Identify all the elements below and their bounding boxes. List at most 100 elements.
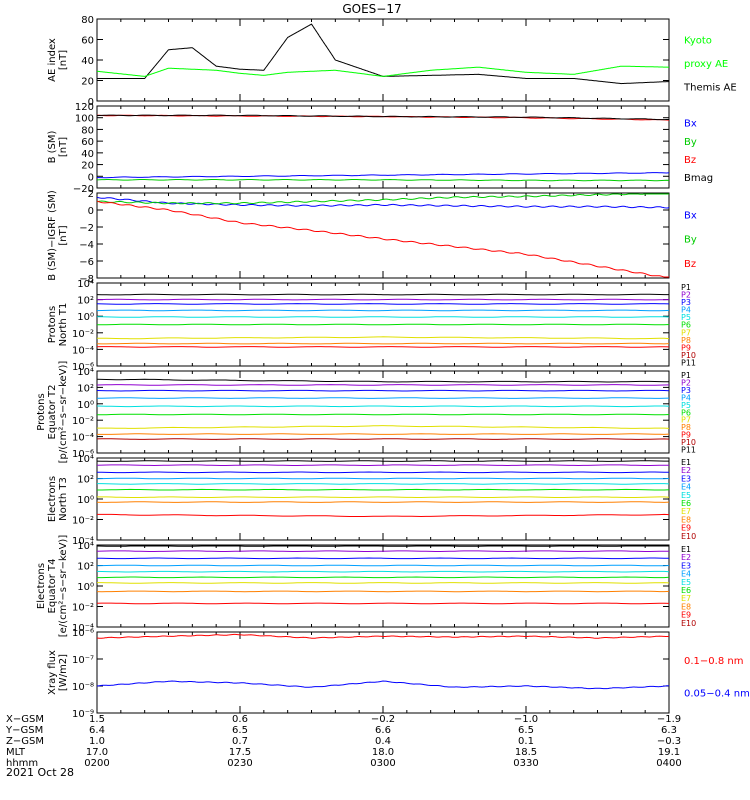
- ephemeris-value: −1.9: [657, 714, 681, 725]
- ephemeris-value: −0.3: [657, 736, 681, 747]
- ephemeris-value: 0330: [513, 758, 538, 769]
- channel-label: P8: [681, 336, 691, 345]
- channel-label: P8: [681, 423, 691, 432]
- y-tick-label: −20: [73, 184, 94, 195]
- y-tick-label: 10²: [77, 562, 94, 573]
- y-tick-label: 10⁰: [77, 582, 94, 593]
- channel-label: P10: [681, 351, 696, 360]
- ephemeris-value: 0300: [370, 758, 395, 769]
- channel-label: P9: [681, 431, 691, 440]
- channel-label: E8: [681, 602, 691, 611]
- y-tick-label: 10²: [77, 296, 94, 307]
- series-line-0-05-0-4-nm: [96, 680, 670, 690]
- y-tick-label: 40: [81, 56, 94, 67]
- series-line-p6: [96, 413, 670, 416]
- ephemeris-value: 17.0: [86, 747, 108, 758]
- series-line-0-1-0-8-nm: [96, 633, 670, 639]
- y-tick-label: −6: [79, 257, 94, 268]
- channel-label: E9: [681, 611, 691, 620]
- ephemeris-value: 18.0: [372, 747, 394, 758]
- ephemeris-value: 6.5: [518, 725, 534, 736]
- series-line-e4: [96, 477, 670, 480]
- series-line-e2: [96, 550, 669, 553]
- series-line-bz: [96, 200, 669, 278]
- channel-label: P6: [681, 321, 691, 330]
- ephemeris-value: 19.1: [658, 747, 680, 758]
- legend-entry: proxy AE: [684, 59, 728, 70]
- channel-label: P2: [681, 291, 691, 300]
- ephemeris-row-label: MLT: [6, 747, 26, 758]
- y-axis-label: Electrons: [36, 563, 47, 609]
- series-line-p7: [97, 425, 670, 429]
- series-line-p2: [96, 384, 670, 386]
- panel-ae: 0 20 40 60 80 AE index [nT] Kyoto proxy AE Themis…: [47, 15, 737, 108]
- legend-entry: Bz: [684, 259, 696, 270]
- panel-et4: 10⁻⁴ 10⁻² 10⁰ 10² 10⁴ Electrons Equator T4 [e/(…: [36, 535, 696, 638]
- channel-label: E10: [681, 619, 696, 628]
- ephemeris-value: 17.5: [229, 747, 251, 758]
- y-tick-label: −2: [79, 223, 94, 234]
- channel-label: P4: [681, 306, 691, 315]
- y-tick-label: 10⁰: [77, 400, 94, 411]
- ephemeris-value: 1.5: [89, 714, 105, 725]
- y-tick-label: 0: [88, 206, 94, 217]
- ephemeris-row-label: X−GSM: [6, 714, 44, 725]
- y-axis-label: Protons: [36, 393, 47, 430]
- y-tick-label: 10⁻⁶: [72, 449, 94, 460]
- channel-label: P5: [681, 401, 691, 410]
- series-line-bx: [96, 196, 670, 209]
- series-line-e9: [97, 513, 670, 518]
- y-tick-label: 10⁻⁶: [72, 628, 94, 639]
- series-line-e6: [97, 576, 670, 579]
- y-tick-label: 60: [81, 137, 94, 148]
- channel-label: P5: [681, 313, 691, 322]
- y-axis-label: AE index: [47, 38, 58, 82]
- y-tick-label: 80: [81, 125, 94, 136]
- legend-entry: 0.05−0.4 nm: [684, 688, 750, 699]
- series-line-e9: [96, 602, 670, 605]
- series-line-e3: [96, 557, 670, 560]
- y-tick-label: 10⁻²: [72, 416, 94, 427]
- y-tick-label: 10⁻⁴: [72, 536, 94, 547]
- y-tick-label: 10⁴: [77, 454, 94, 465]
- channel-label: E5: [681, 491, 691, 500]
- y-tick-label: −8: [79, 274, 94, 285]
- channel-label: P10: [681, 438, 696, 447]
- ephemeris-row-label: Y−GSM: [5, 725, 43, 736]
- ephemeris-value: 6.4: [89, 725, 105, 736]
- ephemeris-value: 6.3: [661, 725, 677, 736]
- channel-label: P1: [681, 283, 691, 292]
- panel-et3: 10⁻⁴ 10⁻² 10⁰ 10² 10⁴ Electrons North T3 E1E2E3…: [47, 454, 696, 547]
- series-line-p8: [97, 433, 670, 435]
- channel-label: P9: [681, 343, 691, 352]
- y-tick-label: 10⁴: [77, 541, 94, 552]
- y-tick-label: 80: [81, 15, 94, 26]
- series-line-e3: [96, 471, 670, 474]
- y-tick-label: 10⁻⁸: [72, 682, 94, 693]
- channel-label: E6: [681, 586, 691, 595]
- y-tick-label: 10⁻²: [72, 516, 94, 527]
- y-tick-label: 10⁰: [77, 312, 94, 323]
- channel-label: E8: [681, 515, 691, 524]
- legend-entry: Themis AE: [683, 83, 737, 94]
- ephemeris-value: −1.0: [514, 714, 538, 725]
- y-axis-label: Xray flux: [47, 650, 58, 695]
- channel-label: E4: [681, 570, 691, 579]
- channel-label: E7: [681, 507, 691, 516]
- ephemeris-value: 6.5: [232, 725, 248, 736]
- y-tick-label: 0: [88, 97, 94, 108]
- y-tick-label: 10²: [77, 383, 94, 394]
- channel-label: E2: [681, 553, 691, 562]
- y-axis-label: [nT]: [58, 137, 69, 157]
- series-line-p8: [96, 342, 670, 345]
- channel-label: P3: [681, 298, 691, 307]
- legend-entry: Bmag: [684, 173, 713, 184]
- x-axis-labels: X−GSM 1.5 0.6 −0.2 −1.0 −1.9 Y−GSM 6.4 6.5 6.6 6.5…: [5, 714, 682, 769]
- series-line-e7: [97, 582, 670, 584]
- y-tick-label: 120: [75, 102, 94, 113]
- channel-label: E7: [681, 594, 691, 603]
